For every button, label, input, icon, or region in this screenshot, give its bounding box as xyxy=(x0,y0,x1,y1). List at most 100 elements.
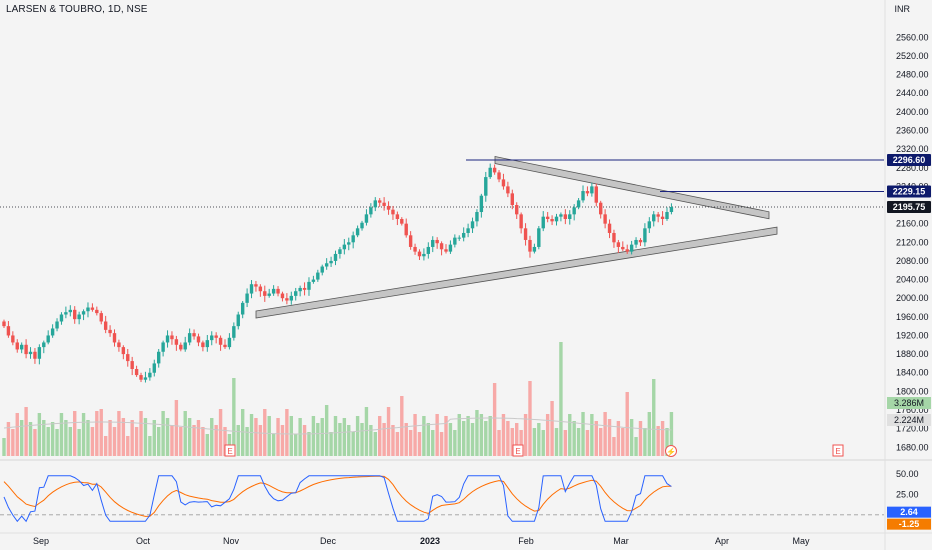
candle-body[interactable] xyxy=(581,191,585,201)
candle-body[interactable] xyxy=(311,279,316,282)
candle-body[interactable] xyxy=(99,313,103,322)
candle-body[interactable] xyxy=(271,288,276,294)
candle-body[interactable] xyxy=(55,321,59,329)
candle-body[interactable] xyxy=(386,205,391,210)
candle-body[interactable] xyxy=(342,244,347,250)
candle-body[interactable] xyxy=(523,228,528,240)
candle-body[interactable] xyxy=(214,335,218,338)
candle-body[interactable] xyxy=(161,342,165,352)
candle-body[interactable] xyxy=(95,309,99,314)
earnings-marker[interactable] xyxy=(512,444,524,457)
candle-body[interactable] xyxy=(643,228,647,243)
candle-body[interactable] xyxy=(431,239,435,247)
candle-body[interactable] xyxy=(457,237,461,239)
candle-body[interactable] xyxy=(267,293,271,296)
candle-body[interactable] xyxy=(143,377,148,380)
candle-body[interactable] xyxy=(453,237,457,245)
candle-body[interactable] xyxy=(625,249,629,252)
candle-body[interactable] xyxy=(236,314,240,327)
candle-body[interactable] xyxy=(170,335,174,340)
candle-body[interactable] xyxy=(665,212,669,220)
candle-body[interactable] xyxy=(355,228,360,236)
candle-body[interactable] xyxy=(223,344,227,348)
candle-body[interactable] xyxy=(435,239,439,244)
candle-body[interactable] xyxy=(59,314,64,322)
candle-body[interactable] xyxy=(338,249,342,254)
candle-body[interactable] xyxy=(537,228,541,247)
candle-body[interactable] xyxy=(660,216,665,220)
candle-body[interactable] xyxy=(360,222,364,229)
candle-body[interactable] xyxy=(647,221,652,229)
candle-body[interactable] xyxy=(254,284,258,287)
lower-trendline-band[interactable] xyxy=(255,226,778,319)
candle-body[interactable] xyxy=(528,239,532,252)
candle-body[interactable] xyxy=(152,363,156,373)
candle-body[interactable] xyxy=(612,232,616,243)
candle-body[interactable] xyxy=(501,179,506,187)
candle-body[interactable] xyxy=(249,284,254,294)
candle-body[interactable] xyxy=(510,193,514,206)
candle-body[interactable] xyxy=(550,219,554,222)
candle-body[interactable] xyxy=(28,351,33,355)
candle-body[interactable] xyxy=(126,354,130,362)
candle-body[interactable] xyxy=(81,311,86,315)
candle-body[interactable] xyxy=(192,333,196,337)
candle-body[interactable] xyxy=(351,235,355,243)
candle-body[interactable] xyxy=(404,223,408,236)
candle-body[interactable] xyxy=(205,340,210,348)
candle-body[interactable] xyxy=(448,244,453,252)
candle-body[interactable] xyxy=(391,209,395,215)
candle-body[interactable] xyxy=(64,312,68,315)
candle-body[interactable] xyxy=(417,251,422,257)
candle-body[interactable] xyxy=(479,195,484,213)
candle-body[interactable] xyxy=(422,253,426,257)
candle-body[interactable] xyxy=(320,266,324,273)
candle-body[interactable] xyxy=(227,337,232,348)
candle-body[interactable] xyxy=(298,287,302,292)
candle-body[interactable] xyxy=(347,242,351,245)
candle-body[interactable] xyxy=(621,246,625,250)
candle-body[interactable] xyxy=(426,246,431,254)
candle-body[interactable] xyxy=(77,314,81,320)
candle-body[interactable] xyxy=(24,344,28,355)
candle-body[interactable] xyxy=(187,333,192,343)
candle-body[interactable] xyxy=(466,228,470,233)
candle-body[interactable] xyxy=(333,253,338,261)
candle-body[interactable] xyxy=(285,298,289,301)
candle-body[interactable] xyxy=(103,321,108,330)
candle-body[interactable] xyxy=(484,177,488,196)
candle-body[interactable] xyxy=(378,200,382,203)
candle-body[interactable] xyxy=(210,335,214,341)
dividend-marker[interactable] xyxy=(665,445,677,457)
candle-body[interactable] xyxy=(559,214,563,217)
candle-body[interactable] xyxy=(461,232,466,238)
candle-body[interactable] xyxy=(572,207,576,215)
candle-body[interactable] xyxy=(148,372,152,378)
candle-body[interactable] xyxy=(280,293,285,299)
candle-body[interactable] xyxy=(139,375,143,380)
candle-body[interactable] xyxy=(669,207,674,213)
candle-body[interactable] xyxy=(439,243,444,250)
candle-body[interactable] xyxy=(50,328,55,336)
candle-body[interactable] xyxy=(400,219,404,224)
earnings-marker[interactable] xyxy=(832,444,844,457)
candle-body[interactable] xyxy=(413,246,417,252)
candle-body[interactable] xyxy=(590,186,594,194)
candle-body[interactable] xyxy=(179,344,183,350)
candle-body[interactable] xyxy=(2,321,6,327)
candle-body[interactable] xyxy=(545,216,550,220)
candle-body[interactable] xyxy=(73,309,77,320)
candle-body[interactable] xyxy=(568,214,572,220)
candle-body[interactable] xyxy=(373,200,377,208)
candle-body[interactable] xyxy=(515,205,519,215)
candle-body[interactable] xyxy=(11,335,15,343)
candle-body[interactable] xyxy=(554,216,559,222)
candle-body[interactable] xyxy=(37,347,42,359)
candle-body[interactable] xyxy=(603,214,607,224)
candle-body[interactable] xyxy=(541,216,545,229)
candle-body[interactable] xyxy=(15,342,19,350)
candle-body[interactable] xyxy=(563,214,568,220)
candle-body[interactable] xyxy=(121,347,126,355)
candle-body[interactable] xyxy=(258,286,263,292)
